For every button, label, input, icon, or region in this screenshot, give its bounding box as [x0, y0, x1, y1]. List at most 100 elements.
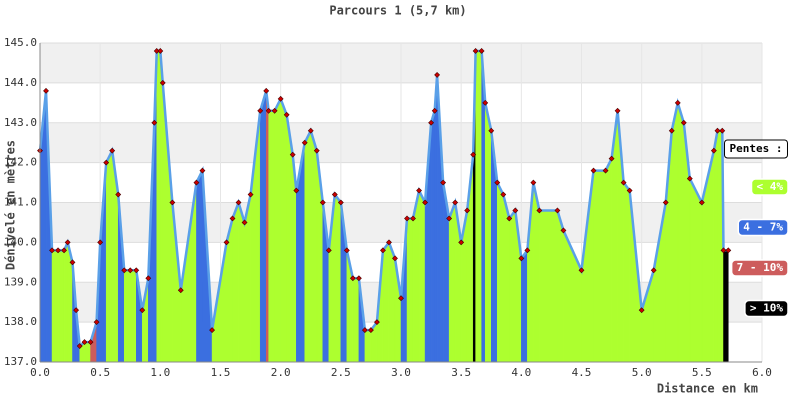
x-tick-label: 5.0 — [632, 366, 652, 379]
point-marker — [331, 191, 338, 198]
area-segment — [689, 178, 703, 363]
legend-label: < 4% — [757, 180, 784, 193]
point-marker — [638, 307, 645, 314]
area-segment — [677, 102, 685, 363]
point-marker — [686, 175, 693, 182]
point-marker — [530, 179, 537, 186]
area-segment — [296, 142, 305, 363]
point-marker — [386, 239, 392, 246]
area-segment — [232, 202, 239, 363]
area-segment — [280, 98, 287, 363]
point-marker — [257, 107, 264, 114]
point-marker — [380, 247, 386, 254]
area-segment — [382, 241, 390, 363]
x-tick-label: 3.0 — [391, 366, 411, 379]
y-tick-label: 145.0 — [4, 36, 37, 49]
point-marker — [620, 179, 627, 186]
area-segment — [623, 181, 630, 363]
point-marker — [193, 179, 200, 186]
point-marker — [271, 107, 278, 114]
x-tick-label: 4.5 — [572, 366, 592, 379]
area-segment — [156, 50, 161, 363]
legend-swatch — [744, 299, 789, 318]
x-tick-label: 1.0 — [150, 366, 170, 379]
legend-swatch — [730, 259, 789, 277]
point-marker — [209, 327, 216, 334]
point-marker — [127, 267, 134, 274]
legend-label: 4 - 7% — [743, 221, 783, 234]
point-marker — [431, 107, 438, 114]
point-marker — [76, 343, 83, 349]
point-marker — [446, 215, 453, 222]
point-marker — [223, 239, 230, 246]
chart-title: Parcours 1 (5,7 km) — [329, 4, 466, 18]
point-marker — [43, 87, 49, 94]
x-tick-label: 0.5 — [90, 366, 110, 379]
point-marker — [482, 99, 489, 106]
legend-title: Pentes : — [730, 142, 783, 155]
point-marker — [374, 319, 380, 326]
area-segment — [265, 90, 269, 363]
legend-label: > 10% — [750, 302, 783, 315]
point-marker — [428, 119, 435, 126]
area-segment — [713, 130, 718, 363]
y-tick-label: 140.0 — [4, 235, 37, 248]
point-marker — [199, 167, 206, 174]
point-marker — [313, 147, 320, 154]
point-marker — [404, 215, 410, 222]
area-segment — [497, 182, 504, 363]
area-segment — [484, 102, 492, 363]
point-marker — [87, 339, 94, 345]
y-tick-label: 142.0 — [4, 156, 37, 169]
area-segment — [671, 102, 679, 363]
area-segment — [259, 90, 267, 363]
point-marker — [608, 155, 615, 162]
point-marker — [478, 48, 485, 54]
point-marker — [434, 71, 441, 78]
point-marker — [422, 199, 428, 206]
point-marker — [133, 267, 140, 274]
area-segment — [593, 170, 606, 363]
point-marker — [169, 199, 176, 206]
point-marker — [714, 127, 721, 134]
point-marker — [93, 319, 100, 326]
legend-label: 7 - 10% — [737, 261, 784, 274]
point-marker — [139, 307, 146, 314]
point-marker — [241, 219, 248, 226]
area-segment — [605, 158, 612, 363]
point-marker — [512, 207, 519, 214]
point-marker — [674, 99, 681, 106]
point-marker — [289, 151, 296, 158]
point-marker — [277, 95, 284, 102]
point-marker — [343, 247, 350, 254]
point-marker — [337, 199, 344, 206]
point-marker — [115, 191, 122, 198]
area-segment — [196, 170, 203, 363]
point-marker — [626, 187, 633, 194]
area-segment — [723, 250, 729, 363]
point-marker — [602, 167, 609, 174]
area-segment — [352, 278, 360, 363]
x-tick-label: 6.0 — [752, 366, 772, 379]
point-marker — [349, 275, 356, 282]
point-marker — [177, 287, 184, 294]
y-axis-label: Dénivelé en mètres — [4, 140, 18, 270]
point-marker — [398, 295, 404, 302]
point-marker — [301, 139, 308, 146]
area-segment — [130, 270, 137, 363]
point-marker — [662, 199, 669, 206]
point-marker — [452, 199, 459, 206]
point-marker — [524, 247, 531, 254]
point-marker — [361, 327, 368, 334]
point-marker — [283, 111, 290, 118]
y-tick-label: 141.0 — [4, 196, 37, 209]
area-segment — [521, 249, 528, 363]
point-marker — [710, 147, 717, 154]
legend-swatch — [750, 178, 789, 196]
x-axis-label: Distance en km — [657, 382, 758, 396]
area-segment — [268, 110, 275, 363]
point-marker — [464, 207, 471, 214]
area-segment — [406, 218, 414, 363]
point-marker — [560, 227, 567, 234]
